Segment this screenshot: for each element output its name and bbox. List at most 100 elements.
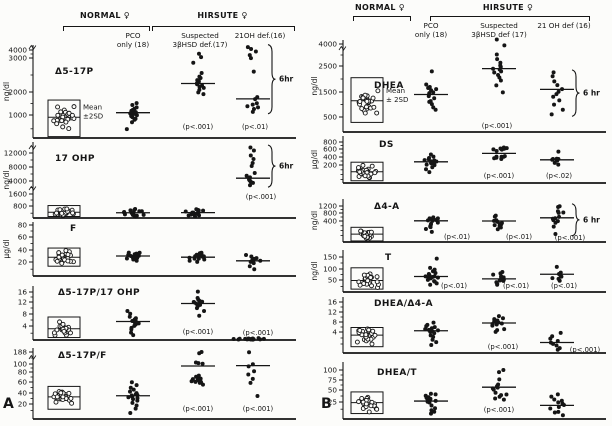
subject-point xyxy=(128,311,133,316)
panel-a-column-21oh-label: 21OH def.(16) xyxy=(234,31,286,40)
normal-subject-point xyxy=(374,406,380,412)
group-normal xyxy=(350,161,384,182)
normal-subject-point xyxy=(360,162,366,168)
group-pco: (p<.01) xyxy=(414,256,467,290)
p-value-label: (p<.001) xyxy=(183,405,214,413)
subject-point xyxy=(502,154,507,159)
subject-point xyxy=(252,170,257,175)
subject-point xyxy=(127,389,132,394)
row-title: Δ5-17P/17 OHP xyxy=(58,288,140,298)
axis-unit-label: ng/dl xyxy=(310,211,319,230)
subject-point xyxy=(500,90,505,95)
subject-point xyxy=(133,406,138,411)
subject-point xyxy=(552,79,557,84)
subject-point xyxy=(549,112,554,117)
subject-point xyxy=(231,337,236,342)
normal-subject-point xyxy=(58,390,64,396)
subject-point xyxy=(555,83,560,88)
subject-point xyxy=(200,83,205,88)
subject-point xyxy=(251,261,256,266)
row-title: Δ5-17P xyxy=(55,67,93,77)
normal-subject-point xyxy=(356,399,362,405)
subject-point xyxy=(557,346,562,351)
subject-point xyxy=(498,60,503,65)
subject-point xyxy=(195,259,200,264)
subject-point xyxy=(429,88,434,93)
axis-unit-label: μg/dl xyxy=(310,150,319,169)
subject-point xyxy=(550,74,555,79)
normal-subject-point xyxy=(366,327,372,333)
subject-point xyxy=(253,49,258,54)
group-suspected: (p<.001) xyxy=(181,51,215,131)
normal-subject-point xyxy=(61,328,67,334)
subject-point xyxy=(248,153,253,158)
subject-point xyxy=(244,253,249,258)
subject-point xyxy=(498,146,503,151)
group-oh21 xyxy=(540,392,574,418)
normal-subject-point xyxy=(375,88,381,94)
subject-point xyxy=(187,258,192,263)
subject-point xyxy=(554,343,559,348)
normal-subject-point xyxy=(364,104,369,110)
pco-label-line1: PCO xyxy=(125,31,141,40)
subject-point xyxy=(261,336,266,341)
subject-point xyxy=(246,336,251,341)
normal-subject-point xyxy=(54,394,60,400)
p-value-label: (p<.001) xyxy=(243,405,274,413)
subject-point xyxy=(491,147,496,152)
axis-tick-label: 4000 xyxy=(8,46,27,55)
row-title: 17 OHP xyxy=(55,154,95,164)
group-suspected: (p<.001) xyxy=(482,367,516,414)
subject-point xyxy=(245,45,250,50)
group-normal xyxy=(47,247,81,267)
p-value-label: (p<.001) xyxy=(183,123,214,131)
axis-tick-label: 150 xyxy=(323,253,337,262)
plot-row-A-Δ5-17P/17 OHP: 1612 8 4 Δ5-17P/17 OHP (p<.001) (p<.001) xyxy=(18,286,296,342)
subject-point xyxy=(124,256,129,261)
row-title: DHEA/T xyxy=(377,368,417,378)
group-normal xyxy=(350,226,384,242)
group-suspected: (p<.01) xyxy=(482,269,529,290)
axis-unit-label: μg/dl xyxy=(2,239,11,258)
normal-subject-point xyxy=(66,390,72,396)
normal-subject-point xyxy=(51,330,57,336)
normal-subject-point xyxy=(374,110,380,116)
row-title: Δ5-17P/F xyxy=(58,351,107,361)
subject-point xyxy=(431,105,436,110)
subject-point xyxy=(556,162,561,167)
normal-subject-point xyxy=(359,106,365,111)
row-title: DHEA/Δ4-A xyxy=(374,299,433,309)
subject-point xyxy=(245,104,250,109)
normal-subject-point xyxy=(370,328,376,334)
subject-point xyxy=(498,78,503,83)
subject-point xyxy=(493,390,498,395)
subject-point xyxy=(549,394,554,399)
plot-row-B-T: 150 100 50 ng/dl T (p<.01) (p<.01) (p<.01) xyxy=(310,250,606,293)
subject-point xyxy=(493,213,498,218)
group-normal xyxy=(47,316,81,339)
subject-point xyxy=(559,398,564,403)
axis-tick-label: 40 xyxy=(18,389,28,398)
axis-tick-label: 50 xyxy=(328,386,338,395)
pco-label-line2: only (18) xyxy=(414,30,448,39)
subject-point xyxy=(499,393,504,398)
normal-subject-point xyxy=(70,210,76,216)
subject-point xyxy=(201,92,206,97)
normal-subject-point xyxy=(54,210,59,216)
normal-subject-point xyxy=(357,169,363,175)
axis-tick-label: 8 xyxy=(22,310,27,319)
normal-subject-point xyxy=(356,165,361,171)
normal-subject-point xyxy=(362,233,368,239)
six-hour-label: 6 hr xyxy=(583,89,600,98)
subject-point xyxy=(431,320,436,325)
normal-subject-point xyxy=(55,104,61,110)
subject-point xyxy=(494,280,499,285)
subject-point xyxy=(432,163,437,168)
subject-point xyxy=(548,406,553,411)
subject-point xyxy=(432,279,437,284)
subject-point xyxy=(423,227,428,232)
six-hour-brace xyxy=(571,69,580,117)
normal-subject-point xyxy=(374,279,380,285)
subject-point xyxy=(495,57,500,62)
